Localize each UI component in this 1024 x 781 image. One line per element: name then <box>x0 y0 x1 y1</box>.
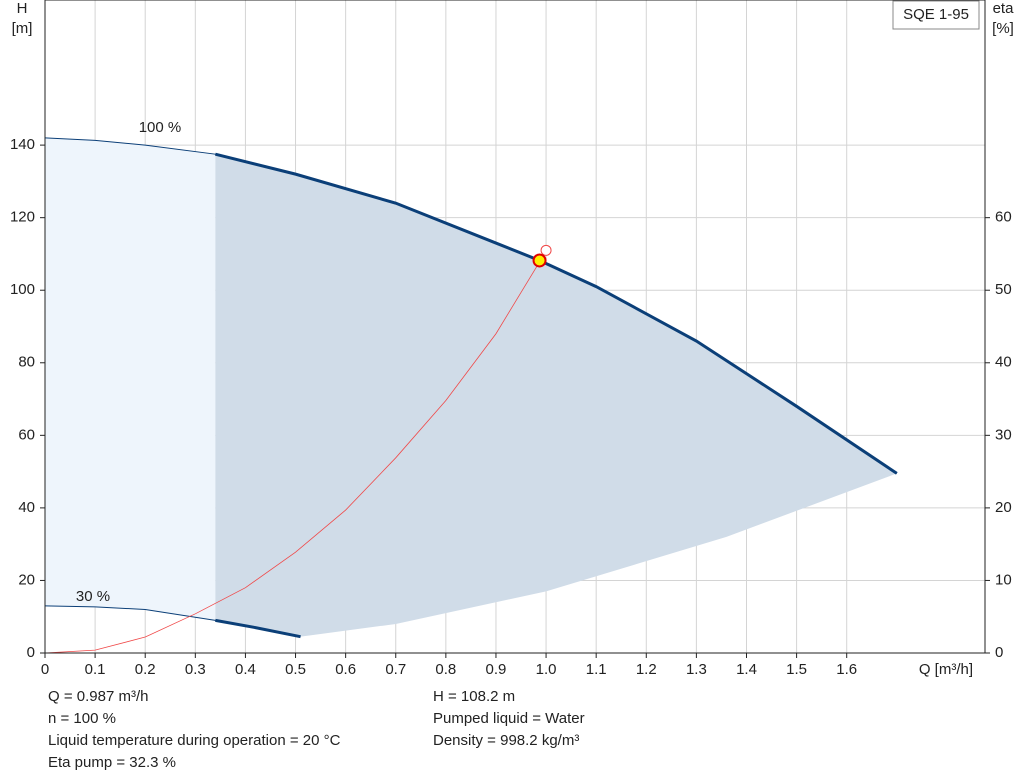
x-tick-label: 0.8 <box>435 661 456 678</box>
info-line: H = 108.2 m <box>433 688 516 705</box>
info-left: Q = 0.987 m³/h n = 100 % Liquid temperat… <box>48 686 340 774</box>
y2-tick-label: 0 <box>995 644 1003 661</box>
y-tick-label: 0 <box>27 644 35 661</box>
info-line: Q = 0.987 m³/h <box>48 688 149 705</box>
y2-tick-label: 20 <box>995 499 1012 516</box>
y2-unit: [%] <box>992 20 1014 37</box>
y2-tick-label: 60 <box>995 209 1012 226</box>
y-tick-label: 20 <box>18 571 35 588</box>
x-tick-label: 0.5 <box>285 661 306 678</box>
curve-label: 100 % <box>139 119 182 136</box>
curve <box>215 618 301 639</box>
x-tick-label: 1.6 <box>836 661 857 678</box>
y-tick-label: 140 <box>10 136 35 153</box>
curve-label: 30 % <box>76 588 110 605</box>
x-tick-label: 0.7 <box>385 661 406 678</box>
y2-tick-label: 10 <box>995 571 1012 588</box>
info-line: Liquid temperature during operation = 20… <box>48 732 341 749</box>
y2-tick-label: 40 <box>995 354 1012 371</box>
x-tick-label: 1.5 <box>786 661 807 678</box>
requested-point <box>540 244 552 256</box>
y-tick-label: 60 <box>18 426 35 443</box>
y2-label: eta <box>993 0 1015 17</box>
info-right: H = 108.2 m Pumped liquid = Water Densit… <box>433 686 585 752</box>
y2-tick-label: 30 <box>995 426 1012 443</box>
area-low <box>45 137 216 621</box>
x-tick-label: 1.0 <box>536 661 557 678</box>
info-line: Eta pump = 32.3 % <box>48 754 176 771</box>
info-line: Pumped liquid = Water <box>433 710 585 727</box>
x-label: Q [m³/h] <box>919 661 973 678</box>
x-tick-label: 0.9 <box>486 661 507 678</box>
x-tick-label: 0.6 <box>335 661 356 678</box>
x-tick-label: 0.2 <box>135 661 156 678</box>
chart: SQE 1-95 H [m] eta [%] Q [m³/h] 0 0.1 0.2 0… <box>10 0 1015 678</box>
x-tick-label: 0.1 <box>85 661 106 678</box>
info-line: Density = 998.2 kg/m³ <box>433 732 580 749</box>
x-tick-label: 1.1 <box>586 661 607 678</box>
title-box <box>892 0 980 30</box>
chart-title: SQE 1-95 <box>903 6 969 23</box>
duty-point <box>532 253 547 268</box>
x-tick-label: 1.3 <box>686 661 707 678</box>
x-tick-label: 0 <box>41 661 49 678</box>
x-tick-label: 0.4 <box>235 661 256 678</box>
x-tick-label: 1.2 <box>636 661 657 678</box>
eta-curve <box>44 261 540 654</box>
y-tick-label: 100 <box>10 281 35 298</box>
area-operating <box>215 154 897 637</box>
y2-tick-label: 50 <box>995 281 1012 298</box>
y-tick-label: 40 <box>18 499 35 516</box>
y-tick-label: 80 <box>18 354 35 371</box>
info-line: n = 100 % <box>48 710 116 727</box>
plot-frame <box>44 0 986 654</box>
x-tick-label: 0.3 <box>185 661 206 678</box>
x-tick-label: 1.4 <box>736 661 757 678</box>
y-unit: [m] <box>12 20 33 37</box>
y-label: H <box>17 0 28 17</box>
y-tick-label: 120 <box>10 209 35 226</box>
